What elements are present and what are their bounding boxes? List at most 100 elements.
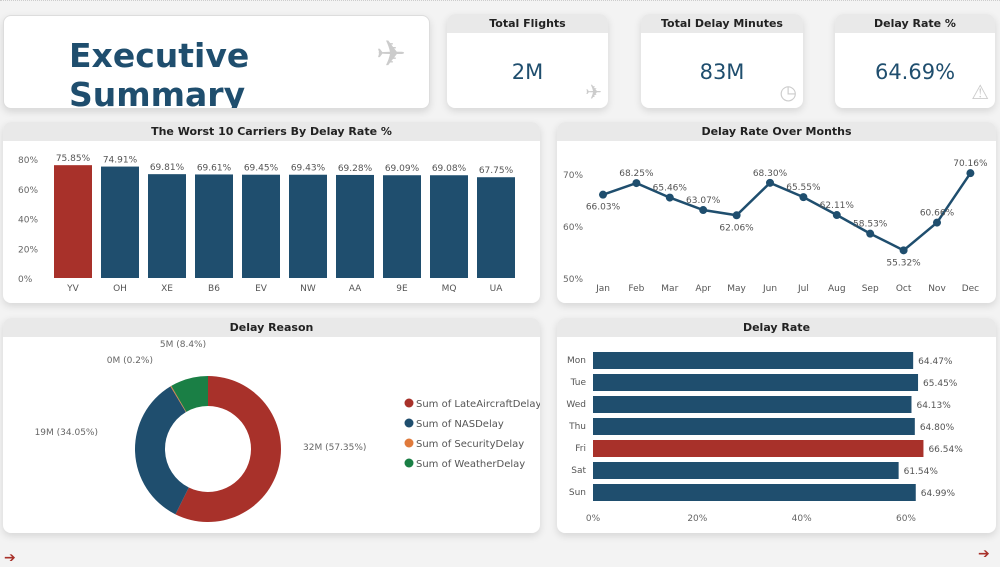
x-tick-label: May <box>727 284 746 294</box>
bar <box>336 174 374 278</box>
reason-chart-card: Delay Reason 32M (57.35%) Sum of LateAirc… <box>3 318 540 533</box>
legend-marker <box>404 458 414 468</box>
legend-label: Sum of NASDelay <box>416 419 504 430</box>
data-label: 60.66% <box>920 209 955 219</box>
chart-title: Delay Rate <box>557 318 996 337</box>
prev-page-arrow-icon[interactable]: ➔ <box>4 550 16 566</box>
airplane-icon: ✈ <box>376 34 407 75</box>
data-label: 68.30% <box>753 169 788 179</box>
data-label: 74.91% <box>103 156 138 166</box>
y-tick-label: Fri <box>575 444 586 454</box>
title-card: Executive Summary ✈ <box>3 15 430 109</box>
line-series <box>602 172 972 252</box>
x-tick-label: Aug <box>828 284 846 294</box>
bar <box>383 175 421 278</box>
page-title: Executive Summary <box>69 36 250 109</box>
carriers-chart-card: The Worst 10 Carriers By Delay Rate % 0%… <box>3 122 540 303</box>
weekday-bar-chart: 0% 20% 40% 60% Mon 64.47% Tue 65.45% Wed 64.13% Th… <box>566 352 963 524</box>
airplane-icon: ✈ <box>585 80 602 104</box>
kpi-label: Delay Rate % <box>835 14 995 33</box>
kpi-total-delay-minutes: Total Delay Minutes 83M ◷ <box>641 14 803 108</box>
data-point <box>766 178 774 187</box>
data-label: 63.07% <box>686 196 721 206</box>
x-tick-label: 60% <box>896 514 916 524</box>
bar <box>242 174 280 278</box>
x-tick-label: Dec <box>962 284 979 294</box>
x-tick-label: 40% <box>792 514 812 524</box>
bar <box>593 352 914 369</box>
months-chart-card: Delay Rate Over Months 50% 60% 70% 66.03% Ja… <box>557 122 996 303</box>
kpi-value: 2M <box>511 60 544 84</box>
bar <box>195 174 233 278</box>
x-tick-label: 9E <box>396 284 408 294</box>
data-point <box>699 206 708 215</box>
bar <box>593 440 924 457</box>
weekday-chart-card: Delay Rate 0% 20% 40% 60% Mon 64.47% Tue 65.45%… <box>557 318 996 533</box>
y-tick-label: 70% <box>563 171 583 181</box>
y-tick-label: Thu <box>568 422 586 432</box>
bar <box>148 174 186 278</box>
x-tick-label: EV <box>255 284 268 294</box>
bar <box>477 177 515 278</box>
y-tick-label: Sat <box>571 466 586 476</box>
data-label: 67.75% <box>479 166 514 176</box>
data-point <box>732 211 741 220</box>
legend-label: Sum of LateAircraftDelay <box>416 399 540 410</box>
data-label: 61.54% <box>904 467 939 477</box>
kpi-value: 64.69% <box>874 60 956 84</box>
data-label: 55.32% <box>886 258 921 268</box>
y-tick-label: Mon <box>567 356 586 366</box>
data-label: 65.45% <box>923 379 958 389</box>
x-tick-label: Jul <box>797 284 809 294</box>
x-tick-label: Feb <box>628 284 644 294</box>
bar <box>54 165 92 278</box>
legend-marker <box>404 418 414 428</box>
data-point <box>933 218 941 227</box>
kpi-total-flights: Total Flights 2M ✈ <box>447 14 608 108</box>
x-tick-label: XE <box>161 284 173 294</box>
bar <box>593 462 899 479</box>
data-label: 64.47% <box>918 357 953 367</box>
x-tick-label: 20% <box>687 514 707 524</box>
data-label: 58.53% <box>853 220 888 230</box>
donut-slice <box>171 376 208 412</box>
data-label: 68.25% <box>619 169 654 179</box>
data-label: 69.43% <box>291 164 326 174</box>
x-tick-label: NW <box>300 284 316 294</box>
bar <box>593 484 916 501</box>
data-label: 69.08% <box>432 164 467 174</box>
x-tick-label: AA <box>349 284 362 294</box>
carriers-bar-chart: 0% 20% 40% 60% 80% 75.85% YV 74.91% OH 69.81% XE 69… <box>18 154 515 294</box>
next-page-arrow-icon[interactable]: ➔ <box>978 546 990 562</box>
data-point <box>599 190 607 199</box>
kpi-delay-rate: Delay Rate % 64.69% ⚠ <box>835 14 995 108</box>
x-tick-label: Jan <box>595 284 610 294</box>
bar <box>593 396 912 413</box>
y-tick-label: 80% <box>18 156 38 166</box>
x-tick-label: OH <box>113 284 127 294</box>
legend-label: Sum of SecurityDelay <box>416 439 524 450</box>
chart-title: Delay Reason <box>3 318 540 337</box>
data-label: 69.61% <box>197 163 232 173</box>
x-tick-label: Nov <box>928 284 946 294</box>
data-label: 69.09% <box>385 164 420 174</box>
x-tick-label: Apr <box>695 284 711 294</box>
data-label: 70.16% <box>953 159 988 169</box>
data-label: 75.85% <box>56 154 91 164</box>
y-tick-label: 50% <box>563 275 583 285</box>
kpi-label: Total Flights <box>447 14 608 33</box>
y-tick-label: 0% <box>18 275 33 285</box>
data-point <box>832 211 841 220</box>
data-point <box>632 179 641 188</box>
y-tick-label: 20% <box>18 245 38 255</box>
chart-title: Delay Rate Over Months <box>557 122 996 141</box>
data-label: 0M (0.2%) <box>107 356 153 366</box>
data-label: 69.45% <box>244 164 279 174</box>
data-label: 69.28% <box>338 164 373 174</box>
data-point <box>966 169 975 178</box>
clock-icon: ◷ <box>779 80 797 104</box>
data-label: 62.06% <box>719 223 754 233</box>
x-tick-label: B6 <box>208 284 220 294</box>
legend-marker <box>404 438 414 448</box>
x-tick-label: Jun <box>762 284 777 294</box>
